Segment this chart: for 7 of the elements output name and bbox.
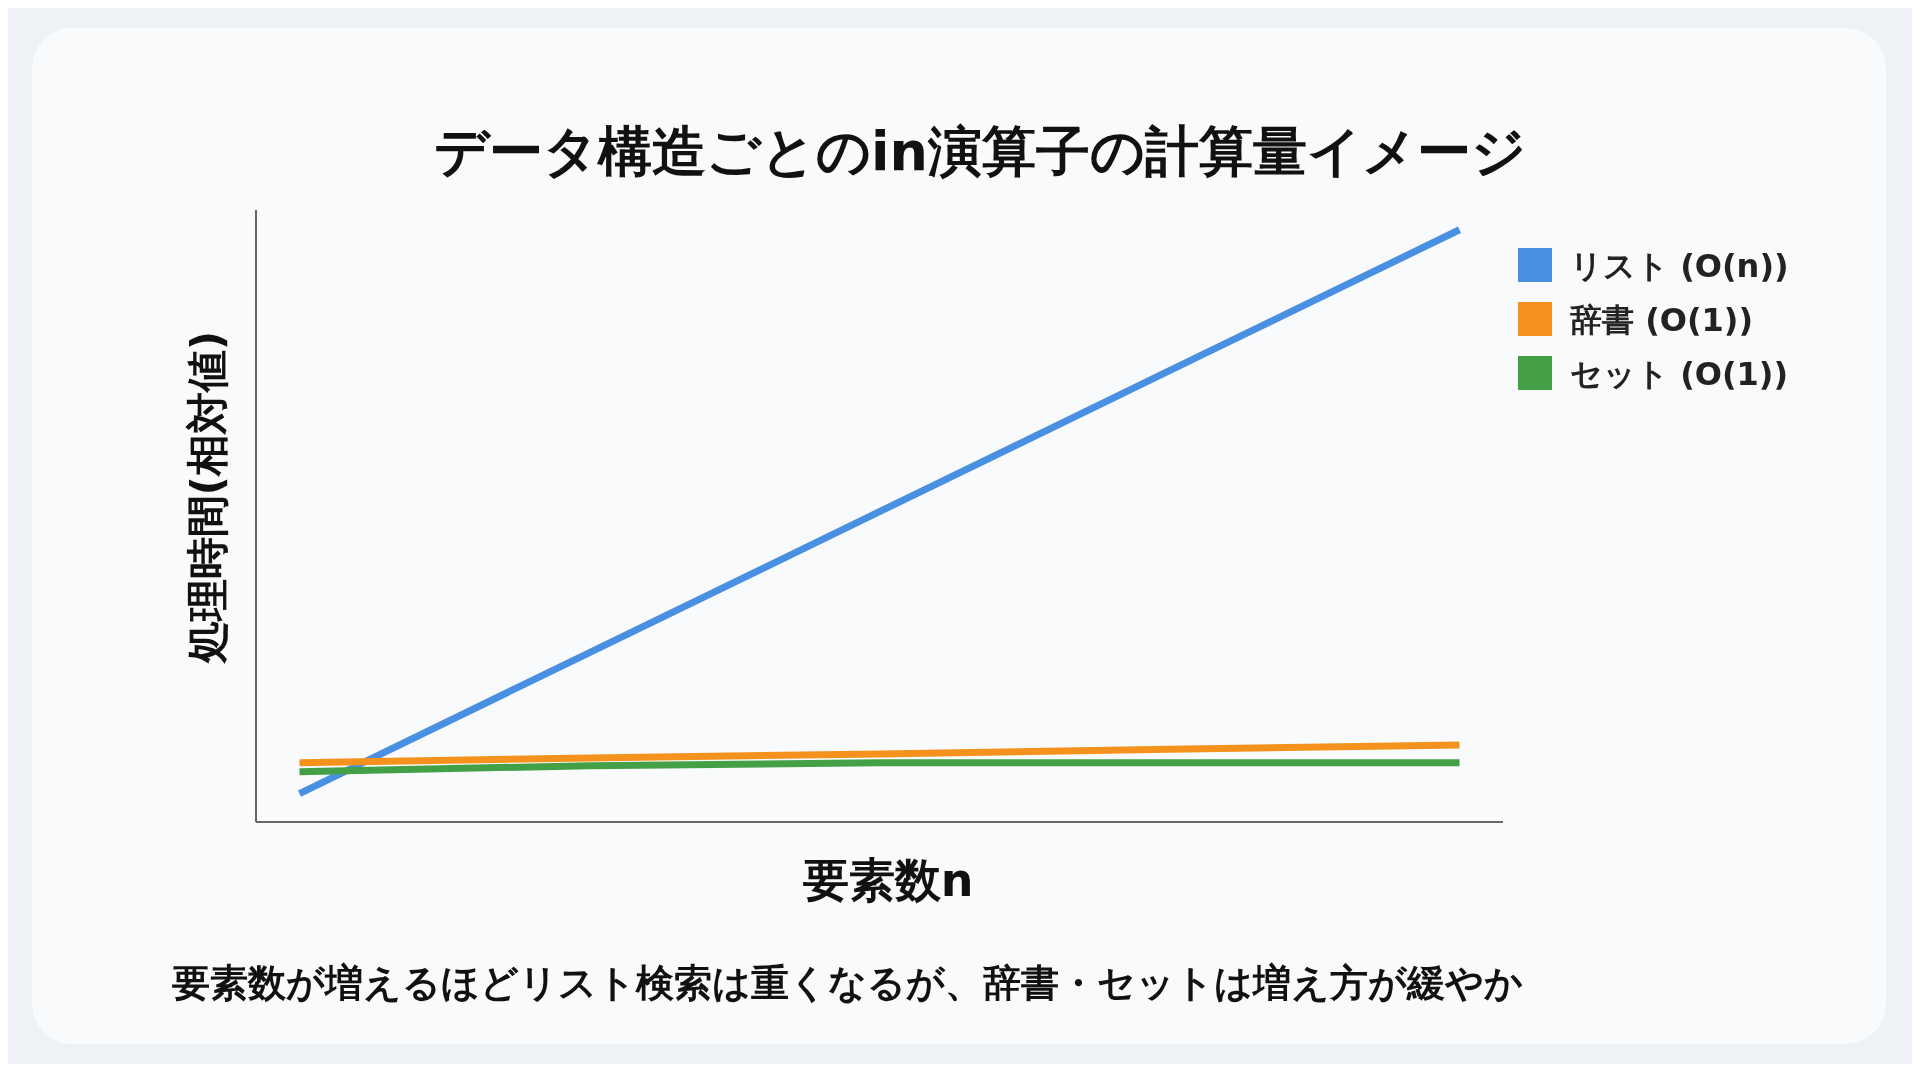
legend-label: 辞書 (O(1)): [1570, 301, 1754, 339]
chart-title: データ構造ごとのin演算子の計算量イメージ: [434, 120, 1526, 183]
x-axis-title: 要素数n: [802, 853, 974, 907]
legend-label: セット (O(1)): [1570, 355, 1789, 393]
text: 要素数が増えるほどリスト検索は重くなるが、辞書・セットは増え方が緩やか: [172, 961, 1523, 1005]
y-axis-title: 処理時間(相対値): [183, 330, 232, 666]
legend-label: リスト (O(n)): [1570, 247, 1789, 285]
